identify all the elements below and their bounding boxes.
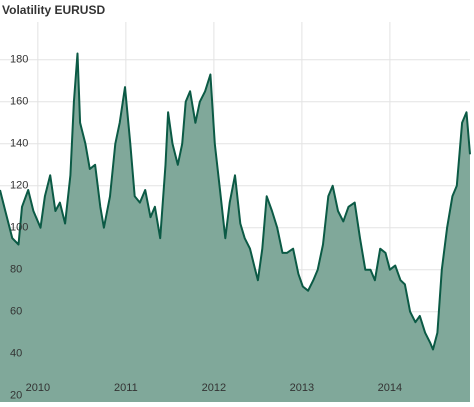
chart-title: Volatility EURUSD <box>2 3 105 17</box>
x-tick-label: 2011 <box>114 382 138 394</box>
y-tick-label: 60 <box>10 306 22 318</box>
y-tick-label: 100 <box>10 222 28 234</box>
y-tick-label: 140 <box>10 138 28 150</box>
x-tick-label: 2014 <box>378 382 402 394</box>
x-tick-label: 2012 <box>202 382 226 394</box>
x-tick-label: 2013 <box>290 382 314 394</box>
x-tick-label: 2010 <box>26 382 50 394</box>
line <box>0 52 471 351</box>
area <box>0 53 470 402</box>
y-tick-label: 160 <box>10 96 28 108</box>
y-tick-label: 80 <box>10 264 22 276</box>
y-tick-label: 20 <box>10 390 22 402</box>
y-tick-label: 40 <box>10 348 22 360</box>
y-tick-label: 180 <box>10 54 28 66</box>
y-tick-label: 120 <box>10 180 28 192</box>
